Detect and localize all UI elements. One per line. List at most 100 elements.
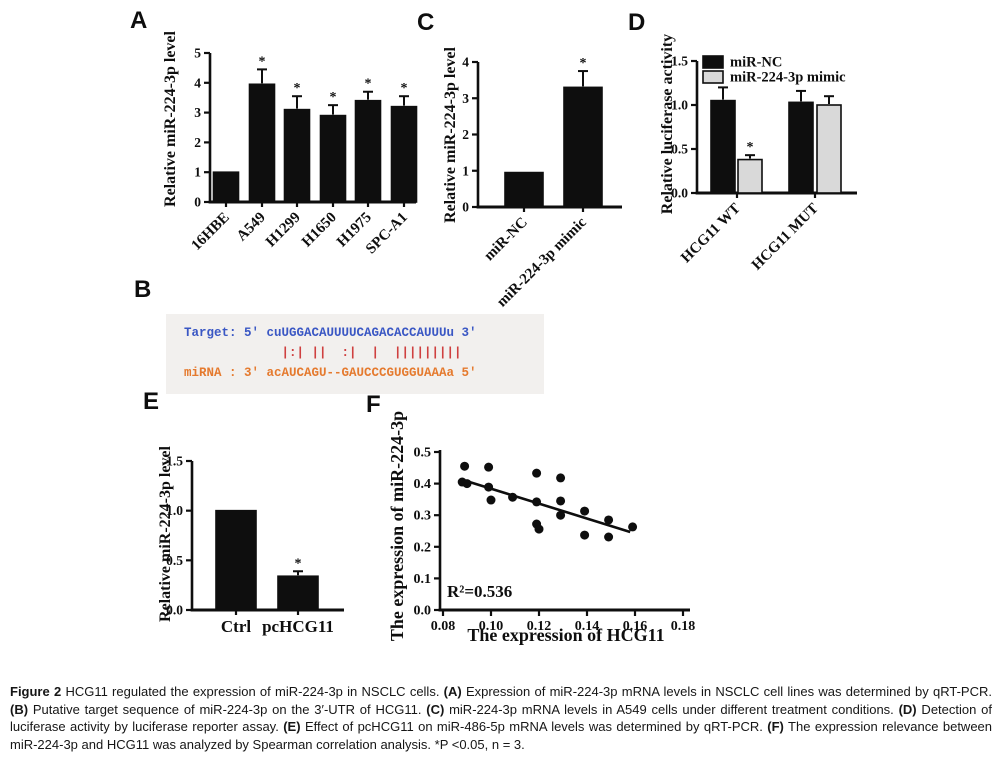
panel-label-c: C bbox=[417, 9, 435, 36]
panel-label-b: B bbox=[134, 276, 152, 303]
y-axis-label: Relative miR-224-3p level bbox=[162, 30, 179, 207]
x-tick-label: 0.16 bbox=[623, 619, 648, 634]
caption-segment: (B) bbox=[10, 701, 29, 717]
category-label: Ctrl bbox=[221, 617, 251, 636]
sequence-alignment-box: Target: 5' cuUGGACAUUUUCAGACACCAUUUu 3' … bbox=[166, 314, 544, 394]
caption-segment: (F) bbox=[767, 719, 784, 735]
bar bbox=[277, 575, 319, 611]
scatter-point bbox=[484, 482, 494, 492]
caption-segment: (E) bbox=[283, 719, 301, 735]
legend-label: miR-224-3p mimic bbox=[730, 70, 846, 86]
scatter-point bbox=[484, 462, 494, 472]
scatter-point bbox=[556, 473, 566, 483]
y-tick-label: 0.5 bbox=[671, 142, 688, 157]
legend-label: miR-NC bbox=[730, 55, 782, 71]
caption-segment: HCG11 regulated the expression of miR-22… bbox=[65, 684, 444, 699]
scatter-point bbox=[604, 532, 614, 542]
caption-segment: Expression of miR-224-3p mRNA levels in … bbox=[461, 684, 992, 699]
panel-label-d: D bbox=[628, 9, 646, 36]
y-tick-label: 0.5 bbox=[414, 446, 432, 461]
caption-segment: Figure 2 bbox=[10, 684, 66, 699]
y-tick-label: 0 bbox=[194, 195, 201, 210]
category-label: H1299 bbox=[263, 210, 304, 251]
legend-swatch bbox=[702, 55, 724, 69]
scatter-point bbox=[534, 524, 544, 534]
bar bbox=[248, 83, 276, 203]
category-label: HCG11 MUT bbox=[749, 201, 822, 274]
x-axis-label: The expression of HCG11 bbox=[467, 625, 664, 645]
scatter-point bbox=[628, 522, 638, 532]
bar bbox=[319, 114, 347, 203]
scatter-point bbox=[462, 479, 472, 489]
significance-star: * bbox=[259, 54, 266, 69]
scatter-point bbox=[556, 496, 566, 506]
x-tick-label: 0.18 bbox=[671, 619, 696, 634]
significance-star: * bbox=[747, 140, 754, 155]
y-tick-label: 0.0 bbox=[414, 604, 432, 619]
bar bbox=[390, 105, 418, 203]
category-label: pcHCG11 bbox=[262, 617, 334, 636]
scatter-point bbox=[604, 515, 614, 525]
caption-segment: (A) bbox=[443, 684, 462, 699]
panel-label-f: F bbox=[366, 391, 381, 418]
y-tick-label: 2 bbox=[194, 135, 201, 150]
y-axis-label: Relative miR-224-3p level bbox=[442, 46, 459, 223]
panel-label-e: E bbox=[143, 388, 160, 415]
y-tick-label: 1.5 bbox=[671, 54, 688, 69]
panel-label-a: A bbox=[130, 7, 148, 34]
y-tick-label: 4 bbox=[194, 75, 201, 90]
mirna-sequence-line: miRNA : 3' acAUCAGU--GAUCCCGUGGUAAAa 5' bbox=[184, 366, 477, 380]
legend-swatch bbox=[702, 70, 724, 84]
y-tick-label: 0.3 bbox=[414, 509, 432, 524]
y-axis-label: Relative luciferase activity bbox=[659, 34, 676, 214]
bar bbox=[788, 101, 814, 194]
category-label: 16HBE bbox=[189, 210, 233, 254]
scatter-point bbox=[532, 497, 542, 507]
bar bbox=[737, 158, 763, 194]
scatter-point bbox=[532, 468, 542, 478]
caption-segment: The expression relevance between miR-224… bbox=[10, 719, 993, 752]
y-tick-label: 3 bbox=[462, 91, 469, 106]
bar bbox=[563, 86, 603, 208]
y-tick-label: 0.1 bbox=[414, 572, 432, 587]
y-tick-label: 1.0 bbox=[166, 503, 183, 518]
significance-star: * bbox=[401, 81, 408, 96]
scatter-point bbox=[508, 492, 518, 502]
caption-segment: miR-224-3p mRNA levels in A549 cells und… bbox=[444, 701, 899, 717]
y-tick-label: 0.2 bbox=[414, 540, 432, 555]
scatter-point bbox=[556, 510, 566, 520]
x-tick-label: 0.10 bbox=[479, 619, 504, 634]
y-tick-label: 0.4 bbox=[414, 477, 432, 492]
y-tick-label: 4 bbox=[462, 55, 469, 70]
category-label: H1650 bbox=[299, 210, 340, 251]
caption-segment: (D) bbox=[898, 701, 917, 717]
scatter-point bbox=[486, 495, 496, 505]
caption-segment: Putative target sequence of miR-224-3p o… bbox=[28, 701, 427, 717]
y-tick-label: 0.5 bbox=[166, 553, 183, 568]
bar bbox=[283, 108, 311, 203]
base-pairing-match-line: |:| || :| | ||||||||| bbox=[184, 346, 462, 360]
significance-star: * bbox=[294, 81, 301, 96]
y-tick-label: 0 bbox=[462, 200, 469, 215]
y-tick-label: 0.0 bbox=[166, 603, 183, 618]
caption-segment: Effect of pcHCG11 on miR-486-5p mRNA lev… bbox=[300, 719, 768, 735]
category-label: HCG11 WT bbox=[678, 201, 744, 267]
bar bbox=[215, 509, 257, 611]
y-axis-label: The expression of miR-224-3p bbox=[387, 411, 407, 641]
bar bbox=[504, 171, 544, 208]
y-tick-label: 0.0 bbox=[671, 186, 688, 201]
y-tick-label: 1 bbox=[194, 165, 201, 180]
y-axis-label: Relative miR-224-3p level bbox=[157, 445, 174, 622]
x-tick-label: 0.08 bbox=[431, 619, 456, 634]
scatter-point bbox=[580, 506, 590, 516]
significance-star: * bbox=[330, 90, 337, 105]
y-tick-label: 1.0 bbox=[671, 98, 688, 113]
target-sequence-line: Target: 5' cuUGGACAUUUUCAGACACCAUUUu 3' bbox=[184, 326, 477, 340]
significance-star: * bbox=[295, 556, 302, 571]
bar bbox=[354, 99, 382, 203]
caption-segment: (C) bbox=[426, 701, 445, 717]
bar bbox=[710, 99, 736, 194]
x-tick-label: 0.14 bbox=[575, 619, 600, 634]
